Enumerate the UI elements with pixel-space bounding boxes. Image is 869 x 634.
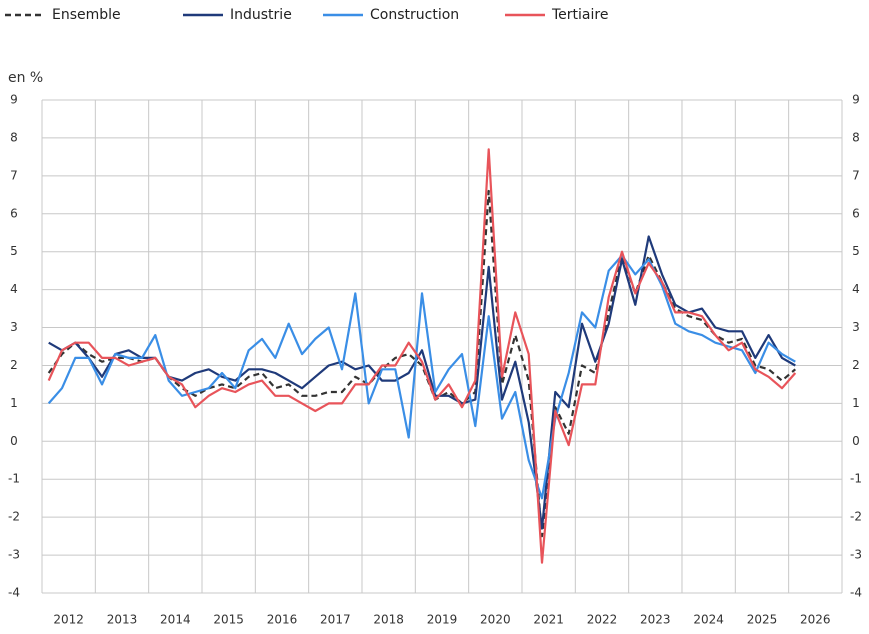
- legend-label: Ensemble: [52, 7, 121, 23]
- y2-tick-label: -2: [850, 510, 862, 524]
- y2-tick-label: -1: [850, 472, 862, 486]
- y2-tick-label: -3: [850, 548, 862, 562]
- series-line: [47, 254, 796, 500]
- y-tick-label: 6: [10, 206, 18, 220]
- y2-tick-label: 7: [852, 168, 860, 182]
- x-tick-label: 2012: [53, 613, 84, 627]
- x-tick-label: 2026: [800, 613, 831, 627]
- y2-tick-label: 9: [852, 93, 860, 107]
- y2-tick-label: 1: [852, 396, 860, 410]
- y-tick-label: 4: [10, 282, 18, 296]
- legend-label: Construction: [370, 7, 459, 23]
- y-tick-label: -3: [8, 548, 20, 562]
- y2-tick-label: 6: [852, 206, 860, 220]
- y-axis-label: en %: [8, 70, 43, 86]
- y-tick-label: 7: [10, 168, 18, 182]
- x-tick-label: 2025: [747, 613, 778, 627]
- y2-tick-label: 8: [852, 130, 860, 144]
- y-tick-label: 0: [10, 434, 18, 448]
- y2-tick-label: 0: [852, 434, 860, 448]
- y2-tick-label: 5: [852, 244, 860, 258]
- legend-label: Industrie: [230, 7, 292, 23]
- y2-tick-label: 2: [852, 358, 860, 372]
- y-tick-label: 3: [10, 320, 18, 334]
- y2-tick-label: 4: [852, 282, 860, 296]
- series-line: [47, 148, 797, 564]
- y-tick-label: 2: [10, 358, 18, 372]
- x-tick-label: 2023: [640, 613, 671, 627]
- x-tick-label: 2016: [267, 613, 298, 627]
- x-tick-label: 2020: [480, 613, 511, 627]
- series-line: [48, 235, 796, 530]
- y-tick-label: 9: [10, 93, 18, 107]
- x-tick-label: 2017: [320, 613, 351, 627]
- x-tick-label: 2015: [213, 613, 244, 627]
- x-tick-label: 2024: [693, 613, 724, 627]
- x-tick-label: 2018: [373, 613, 404, 627]
- x-tick-label: 2019: [427, 613, 458, 627]
- y2-tick-label: -4: [850, 586, 862, 600]
- y-tick-label: 8: [10, 130, 18, 144]
- y2-tick-label: 3: [852, 320, 860, 334]
- x-tick-label: 2022: [587, 613, 618, 627]
- y-tick-label: 1: [10, 396, 18, 410]
- x-tick-label: 2013: [107, 613, 138, 627]
- y-tick-label: -4: [8, 586, 20, 600]
- y-tick-label: -1: [8, 472, 20, 486]
- y-tick-label: 5: [10, 244, 18, 258]
- legend-label: Tertiaire: [551, 7, 608, 23]
- x-tick-label: 2021: [533, 613, 564, 627]
- x-tick-label: 2014: [160, 613, 191, 627]
- y-tick-label: -2: [8, 510, 20, 524]
- series-line: [47, 189, 797, 538]
